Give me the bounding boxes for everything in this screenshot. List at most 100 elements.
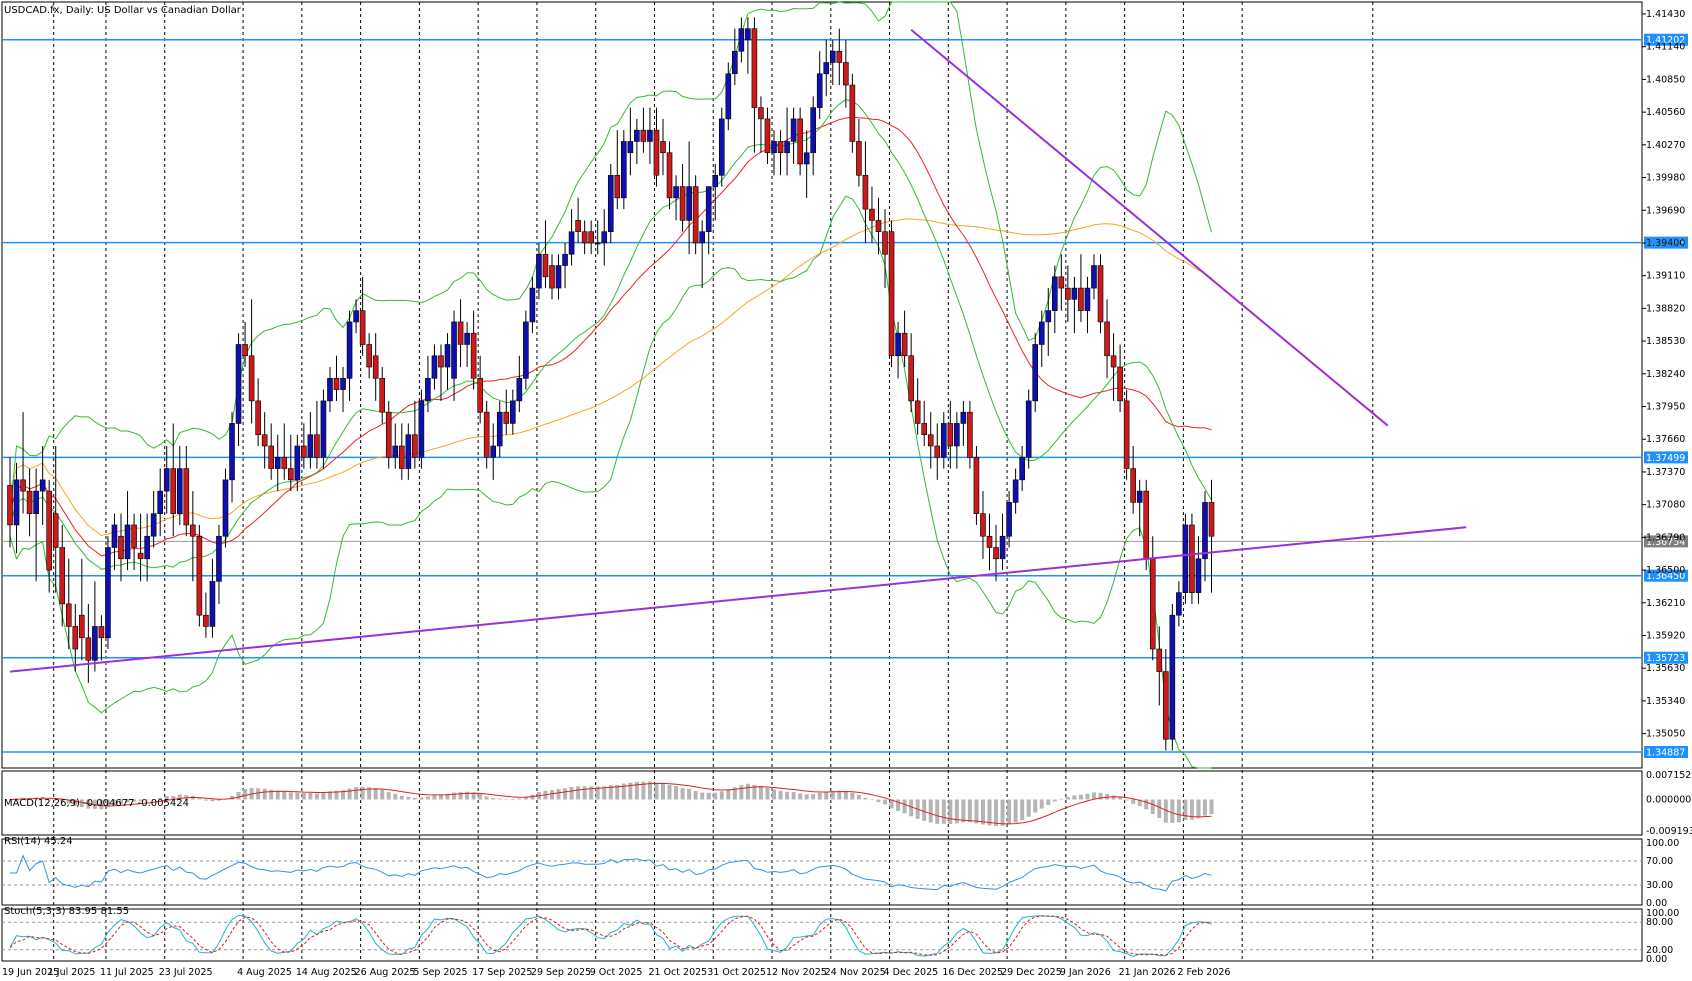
macd-histogram-bar [256, 788, 261, 800]
macd-histogram-bar [465, 791, 470, 800]
candle-body [1032, 344, 1039, 402]
price-tick-label: 1.40850 [1646, 74, 1685, 85]
candle-body [39, 479, 46, 492]
candle-body [1117, 366, 1123, 402]
candle-body [751, 28, 758, 108]
candle-body [235, 344, 242, 424]
macd-histogram-bar [523, 796, 528, 800]
macd-histogram-bar [661, 783, 665, 800]
macd-histogram-bar [1144, 799, 1149, 810]
candle-body [79, 614, 85, 639]
candle-body [862, 174, 869, 210]
candle-body [993, 547, 999, 560]
candle-body [803, 152, 810, 165]
candle-body [784, 141, 790, 154]
macd-histogram-bar [1202, 799, 1207, 816]
price-tick-label: 1.40560 [1646, 107, 1685, 118]
macd-histogram-bar [197, 798, 202, 800]
macd-histogram-bar [367, 787, 372, 800]
candle-body [124, 524, 131, 560]
candle-body [869, 208, 875, 221]
candle-body [1019, 456, 1025, 481]
candle-body [418, 400, 425, 458]
price-indicators [9, 1, 1212, 769]
macd-histogram-bar [47, 798, 52, 800]
candle-body [170, 468, 177, 514]
macd-histogram-bar [243, 789, 248, 800]
macd-histogram-bar [1065, 797, 1070, 800]
horizontal-levels[interactable]: 1.41202 1.39403 1.37499 1.36450 1.35723 1.348… [2, 33, 1688, 759]
macd-histogram-bar [210, 799, 215, 802]
candle-body [771, 141, 777, 154]
macd-histogram-bar [974, 799, 979, 824]
candle-body [986, 535, 993, 548]
candle-body [1130, 468, 1136, 503]
price-level-tag [1644, 451, 1688, 464]
candle-body [921, 423, 928, 436]
macd-tick-label: 0.007152 [1646, 770, 1691, 781]
candle-body [85, 637, 92, 661]
stoch-label: Stoch(5,3,3) 83.95 81.55 [4, 906, 129, 917]
macd-histogram-bar [549, 790, 554, 800]
candle-body [849, 84, 856, 142]
trendlines[interactable] [9, 29, 1467, 673]
macd-histogram-bar [941, 799, 946, 824]
date-tick-label: 5 Sep 2025 [413, 967, 467, 978]
candle-body [947, 423, 954, 447]
candle-body [1136, 490, 1143, 503]
macd-histogram-bar [132, 799, 137, 802]
macd-histogram-bar [1091, 792, 1096, 800]
macd-histogram-bar [634, 781, 639, 800]
macd-histogram-bar [595, 786, 600, 800]
macd-histogram-bar [386, 792, 391, 800]
candle-body [653, 129, 660, 176]
price-level-value: 1.39403 [1646, 238, 1685, 249]
candle-body [516, 378, 523, 402]
candle-body [777, 141, 784, 154]
macd-histogram-bar [1131, 799, 1136, 804]
macd-histogram-bar [1118, 797, 1123, 800]
candle-body [255, 400, 261, 436]
stoch-main-line [9, 914, 1212, 957]
macd-histogram-bar [1196, 799, 1201, 819]
candle-body [764, 118, 771, 154]
candle-body [405, 434, 412, 469]
candle-body [209, 581, 216, 627]
rsi-line [10, 854, 1212, 892]
candle-body [575, 220, 581, 232]
macd-histogram-bar [8, 799, 12, 801]
price-tick-label: 1.38240 [1646, 369, 1685, 380]
candle-body [457, 321, 464, 345]
macd-histogram-bar [745, 783, 750, 800]
candle-body [594, 242, 601, 245]
macd-histogram-bar [282, 791, 287, 800]
macd-histogram-bar [406, 796, 411, 800]
macd-histogram-bar [994, 799, 999, 827]
date-tick-label: 23 Jul 2025 [159, 967, 213, 978]
macd-histogram-bar [563, 788, 568, 800]
macd-histogram-bar [419, 797, 424, 800]
macd-histogram-bar [883, 799, 888, 805]
candle-body [1149, 558, 1156, 650]
trendline[interactable] [9, 526, 1467, 673]
macd-histogram-bar [967, 799, 972, 823]
candle-body [614, 174, 621, 199]
macd-histogram-bar [510, 799, 515, 800]
macd-histogram-bar [961, 799, 966, 823]
macd-histogram-bar [341, 790, 346, 800]
macd-histogram-bar [1176, 799, 1181, 823]
candle-body [464, 332, 470, 345]
macd-histogram-bar [863, 797, 868, 800]
candle-body [196, 535, 203, 616]
macd-histogram-bar [896, 799, 901, 811]
macd-histogram-bar [354, 786, 359, 800]
macd-histogram-bar [935, 799, 940, 824]
macd-histogram-bar [980, 799, 985, 825]
macd-histogram-bar [922, 799, 927, 821]
candle-body [261, 434, 268, 447]
stoch-signal-line [9, 915, 1212, 956]
trendline[interactable] [910, 29, 1389, 427]
macd-histogram-bar [1209, 799, 1214, 815]
